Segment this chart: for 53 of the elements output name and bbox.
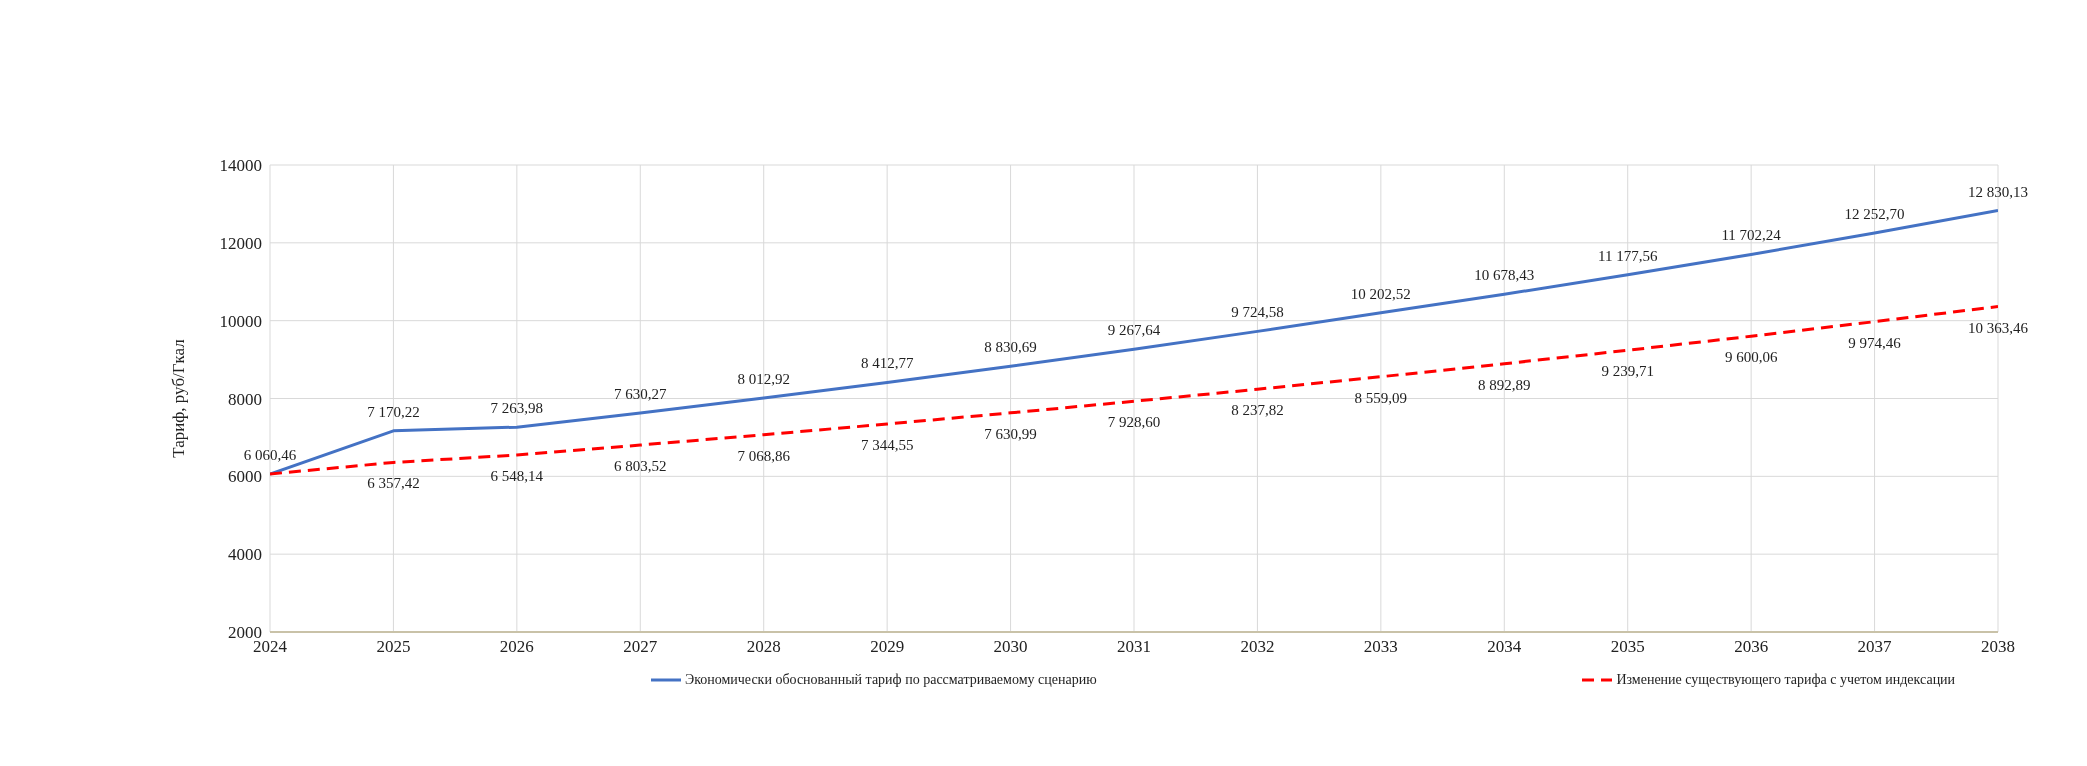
data-label: 6 548,14 <box>490 468 544 484</box>
data-label: 7 068,86 <box>737 447 791 464</box>
data-label: 11 702,24 <box>1721 227 1782 244</box>
y-tick-label: 8000 <box>228 389 262 409</box>
x-tick-label: 2029 <box>870 637 905 657</box>
data-label: 8 892,89 <box>1478 376 1531 393</box>
data-label: 8 237,82 <box>1231 402 1284 419</box>
data-label: 8 559,09 <box>1354 389 1408 406</box>
y-tick-label: 6000 <box>228 467 262 487</box>
x-tick-label: 2037 <box>1857 637 1893 657</box>
data-label: 12 830,13 <box>1968 183 2028 200</box>
x-tick-label: 2032 <box>1240 637 1275 657</box>
x-tick-label: 2027 <box>623 637 658 657</box>
y-tick-label: 14000 <box>219 156 262 176</box>
data-label: 9 600,06 <box>1724 349 1778 366</box>
data-label: 8 012,92 <box>737 371 790 387</box>
data-label: 8 830,69 <box>984 339 1037 356</box>
data-label: 7 928,60 <box>1107 414 1161 431</box>
x-tick-label: 2025 <box>376 637 411 657</box>
x-tick-label: 2036 <box>1734 637 1769 657</box>
data-label: 9 267,64 <box>1107 322 1161 339</box>
data-label: 9 239,71 <box>1601 363 1654 380</box>
data-label: 12 252,70 <box>1844 206 1905 222</box>
x-tick-label: 2034 <box>1487 637 1522 657</box>
data-label: 10 202,52 <box>1350 285 1411 302</box>
data-label: 7 344,55 <box>860 437 914 454</box>
data-label: 7 630,99 <box>984 425 1037 442</box>
data-label: 10 678,43 <box>1474 267 1535 284</box>
x-tick-label: 2026 <box>499 637 534 657</box>
x-tick-label: 2030 <box>993 637 1028 657</box>
data-label: 6 803,52 <box>614 458 667 475</box>
data-label: 8 412,77 <box>860 355 914 372</box>
y-axis-title: Тариф, руб/Гкал <box>169 338 189 458</box>
x-tick-label: 2024 <box>253 637 288 657</box>
x-tick-label: 2035 <box>1610 637 1645 657</box>
data-label: 9 974,46 <box>1848 334 1902 351</box>
y-tick-label: 12000 <box>219 233 262 253</box>
data-label: 7 170,22 <box>367 403 420 420</box>
data-label: 9 724,58 <box>1231 304 1284 321</box>
y-tick-label: 4000 <box>228 545 262 565</box>
data-label: 6 060,46 <box>243 446 297 463</box>
legend-label: Экономически обоснованный тариф по рассматриваемому сценарию <box>684 672 1097 688</box>
x-tick-label: 2033 <box>1363 637 1398 657</box>
x-tick-label: 2038 <box>1981 637 2015 657</box>
x-tick-label: 2028 <box>746 637 781 657</box>
data-label: 7 263,98 <box>490 400 544 417</box>
data-label: 6 357,42 <box>367 475 420 492</box>
legend-label: Изменение существующего тарифа с учетом индексации <box>1616 672 1956 688</box>
y-tick-label: 10000 <box>219 311 262 331</box>
data-label: 11 177,56 <box>1597 247 1658 264</box>
x-tick-label: 2031 <box>1117 637 1151 657</box>
data-label: 10 363,46 <box>1968 319 2029 336</box>
data-label: 7 630,27 <box>614 385 668 402</box>
